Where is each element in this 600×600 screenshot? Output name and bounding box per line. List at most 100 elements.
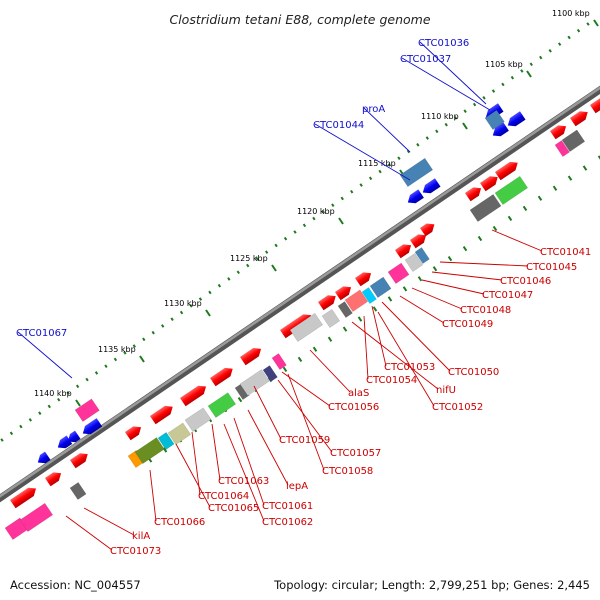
gene-label-2: proA	[362, 104, 385, 115]
reverse-gene-6	[492, 122, 509, 137]
gene-label-0: CTC01036	[418, 38, 469, 49]
tick-dot	[161, 324, 165, 328]
tick-dot	[274, 243, 278, 248]
tick-label-8: 1140 kbp	[34, 389, 72, 398]
gene-label-22: lepA	[286, 481, 308, 492]
leader-line-3	[314, 123, 411, 181]
reverse-gene-3	[82, 418, 103, 435]
gene-label-11: CTC01050	[448, 367, 499, 378]
leader-line-18	[253, 385, 282, 440]
leader-line-9	[411, 287, 463, 310]
tick-dot	[57, 397, 61, 402]
leader-line-11	[381, 301, 451, 372]
leader-line-19	[277, 379, 333, 453]
tick-label-7: 1135 kbp	[98, 345, 136, 354]
tick-dot	[368, 176, 373, 181]
gene-block-14	[289, 312, 324, 342]
leader-line-1	[401, 57, 491, 111]
tick-dot	[435, 129, 439, 134]
tick-dot	[340, 196, 344, 201]
tick-dot	[387, 163, 392, 167]
gene-block-19	[369, 276, 392, 298]
genome-backbone	[0, 85, 600, 503]
gene-label-18: CTC01059	[279, 435, 330, 446]
gene-block-24	[494, 175, 529, 205]
tick-dot	[198, 297, 203, 301]
tick-dot	[132, 344, 136, 348]
inner-tick-dot	[237, 396, 243, 403]
inner-tick-dot	[492, 225, 498, 232]
forward-gene-2	[70, 453, 88, 469]
leader-line-10	[399, 295, 445, 324]
tick-dot	[529, 62, 533, 67]
leader-line-13	[363, 315, 369, 380]
gene-label-17: CTC01056	[328, 402, 379, 413]
gene-block-13	[271, 353, 287, 370]
inner-tick-dot	[417, 276, 423, 282]
tick-dot	[85, 377, 89, 382]
gene-label-25: CTC01061	[262, 501, 313, 512]
inner-tick-dot	[297, 356, 303, 362]
tick-dot	[75, 384, 80, 389]
leader-line-22	[247, 409, 289, 486]
leader-line-26	[223, 423, 265, 522]
tick-dot	[189, 304, 193, 308]
tick-dot	[491, 89, 496, 93]
gene-block-9	[207, 392, 237, 418]
forward-gene-1	[45, 472, 62, 487]
accession-text: Accession: NC_004557	[10, 578, 141, 592]
tick-dot	[255, 257, 259, 261]
inner-tick-dot	[342, 326, 348, 332]
tick-dot	[236, 270, 240, 275]
reverse-gene-1	[57, 435, 73, 449]
tick-dot	[208, 290, 212, 295]
tick-mark-5	[271, 264, 277, 272]
gene-block-1	[19, 502, 54, 532]
forward-gene-19	[570, 111, 588, 127]
leader-line-23	[191, 431, 201, 496]
gene-labels: CTC01036 CTC01037 proA CTC01044 CTC01067 CTC0…	[16, 38, 591, 557]
genome-summary-text: Topology: circular; Length: 2,799,251 bp…	[274, 578, 590, 592]
gene-label-21: CTC01063	[218, 476, 269, 487]
gene-block-6	[157, 432, 175, 450]
tick-dot	[312, 216, 316, 221]
gene-label-4: CTC01067	[16, 328, 67, 339]
forward-gene-9	[318, 295, 336, 311]
backbone-highlight	[0, 86, 600, 498]
forward-gene-16	[480, 176, 498, 192]
leader-line-4	[17, 331, 73, 379]
inner-tick-dot	[372, 306, 378, 312]
inner-tick-dot	[282, 366, 288, 373]
tick-dot	[113, 357, 118, 362]
forward-gene-14	[420, 223, 435, 237]
tick-mark-2	[462, 122, 468, 130]
tick-dot	[0, 438, 4, 442]
forward-gene-5	[180, 385, 207, 407]
forward-gene-12	[395, 244, 412, 259]
forward-gene-3	[125, 426, 142, 441]
tick-dot	[170, 317, 174, 322]
tick-dot	[454, 116, 458, 120]
tick-label-0: 1100 kbp	[552, 9, 590, 18]
gene-block-11	[239, 369, 270, 396]
label-leader-lines	[17, 41, 543, 551]
tick-dot	[567, 35, 571, 40]
tick-dot	[66, 391, 70, 395]
tick-dot	[482, 96, 486, 100]
gene-block-2	[69, 482, 87, 500]
tick-dot	[397, 156, 401, 160]
tick-dot	[444, 122, 448, 127]
forward-gene-13	[410, 234, 427, 249]
gene-label-19: CTC01057	[330, 448, 381, 459]
tick-dot	[302, 223, 307, 228]
tick-dot	[548, 49, 552, 53]
reverse-gene-7	[507, 111, 526, 127]
gene-label-28: kilA	[132, 531, 150, 542]
reverse-gene-2	[67, 430, 81, 443]
gene-label-6: CTC01045	[526, 262, 577, 273]
tick-mark-7	[139, 355, 145, 363]
tick-label-6: 1130 kbp	[164, 299, 202, 308]
tick-dot	[472, 102, 477, 107]
gene-label-26: CTC01062	[262, 517, 313, 528]
leader-line-29	[65, 515, 113, 551]
